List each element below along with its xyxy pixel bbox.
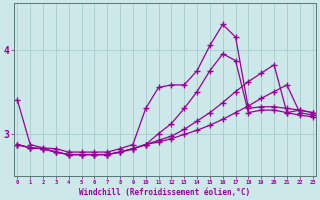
X-axis label: Windchill (Refroidissement éolien,°C): Windchill (Refroidissement éolien,°C) <box>79 188 251 197</box>
